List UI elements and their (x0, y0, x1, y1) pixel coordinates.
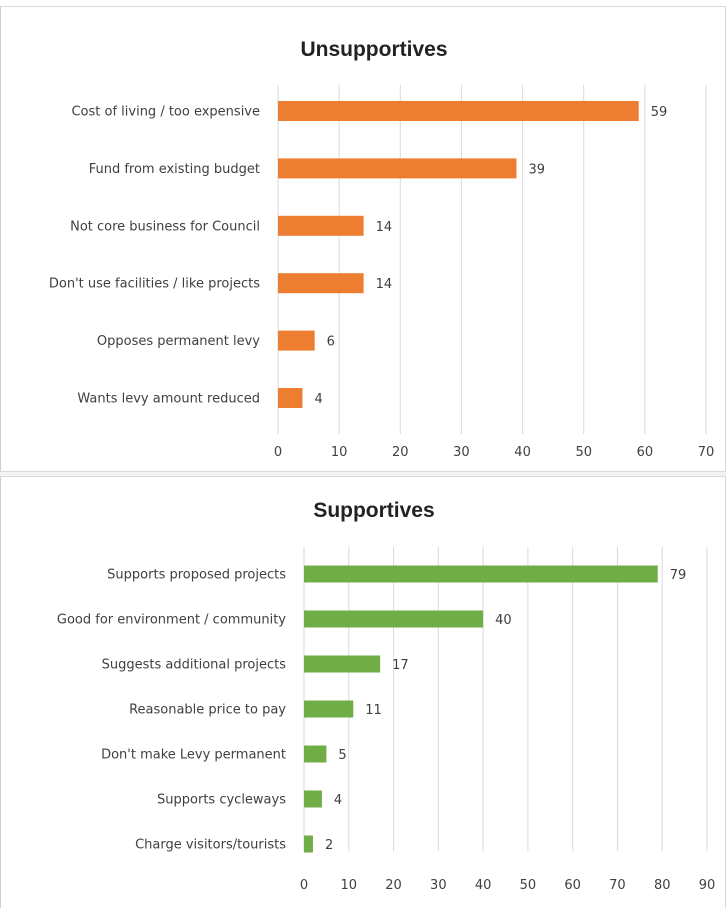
x-tick-label: 10 (341, 878, 358, 893)
data-label: 6 (327, 335, 335, 350)
x-tick-label: 50 (575, 445, 592, 460)
data-label: 17 (392, 658, 409, 673)
data-label: 39 (528, 162, 545, 177)
chart-title: Supportives (313, 499, 434, 522)
bar (304, 835, 313, 853)
data-label: 5 (338, 748, 346, 763)
category-label: Opposes permanent levy (97, 334, 260, 349)
category-label: Don't use facilities / like projects (49, 277, 260, 292)
bar (278, 388, 303, 408)
data-label: 2 (325, 838, 333, 853)
x-tick-label: 0 (274, 445, 282, 460)
category-label: Reasonable price to pay (129, 703, 286, 718)
category-label: Suggests additional projects (102, 658, 287, 673)
bar (304, 565, 658, 583)
x-tick-label: 10 (331, 445, 348, 460)
category-label: Not core business for Council (70, 219, 260, 234)
category-label: Wants levy amount reduced (77, 392, 260, 407)
x-tick-label: 20 (392, 445, 409, 460)
bar (278, 158, 517, 179)
data-label: 14 (376, 277, 393, 292)
x-tick-label: 40 (514, 445, 531, 460)
data-label: 4 (334, 793, 342, 808)
data-label: 59 (651, 105, 668, 120)
x-tick-label: 50 (520, 878, 537, 893)
category-label: Supports proposed projects (107, 568, 286, 583)
x-tick-label: 40 (475, 878, 492, 893)
data-label: 4 (314, 392, 322, 407)
bar (304, 610, 484, 628)
category-label: Supports cycleways (157, 793, 286, 808)
bar (278, 215, 364, 236)
x-tick-label: 30 (430, 878, 447, 893)
x-tick-label: 70 (698, 445, 715, 460)
x-tick-label: 90 (699, 878, 716, 893)
x-tick-label: 60 (564, 878, 581, 893)
category-label: Charge visitors/tourists (135, 838, 286, 853)
category-label: Cost of living / too expensive (71, 105, 260, 120)
x-tick-label: 30 (453, 445, 470, 460)
bar (304, 790, 322, 808)
data-label: 11 (365, 703, 382, 718)
data-label: 79 (670, 568, 687, 583)
data-label: 14 (376, 220, 393, 235)
chart-title: Unsupportives (300, 38, 447, 61)
supportives-chart-panel: Supportives Supports proposed projects 79… (0, 476, 726, 908)
bar (278, 273, 364, 294)
bar (304, 655, 381, 673)
panel-separator (0, 472, 726, 476)
x-tick-label: 80 (654, 878, 671, 893)
unsupportives-chart: Unsupportives Cost of living / too expen… (49, 38, 715, 460)
unsupportives-chart-panel: Unsupportives Cost of living / too expen… (0, 6, 726, 472)
bar (304, 700, 354, 718)
x-tick-label: 20 (385, 878, 402, 893)
x-tick-label: 0 (300, 878, 308, 893)
category-label: Don't make Levy permanent (101, 748, 286, 763)
bar (304, 745, 327, 763)
bar (278, 101, 639, 121)
category-label: Good for environment / community (57, 613, 286, 628)
x-tick-label: 60 (637, 445, 654, 460)
data-label: 40 (495, 613, 512, 628)
bar (278, 330, 315, 351)
supportives-chart: Supportives Supports proposed projects 79… (57, 499, 716, 893)
x-tick-label: 70 (609, 878, 626, 893)
category-label: Fund from existing budget (89, 162, 260, 177)
